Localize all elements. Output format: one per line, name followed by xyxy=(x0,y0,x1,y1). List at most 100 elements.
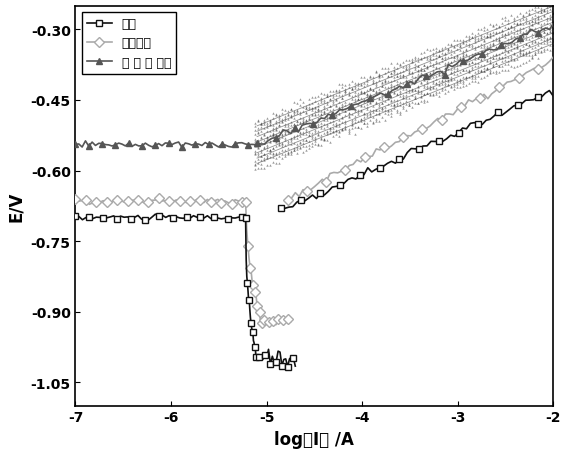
Point xyxy=(414,76,423,83)
Point xyxy=(317,99,326,106)
Point xyxy=(449,62,458,70)
Point xyxy=(287,114,296,121)
Point xyxy=(407,79,416,86)
Point xyxy=(377,83,386,91)
Point xyxy=(254,137,263,144)
Point xyxy=(479,45,488,52)
Point xyxy=(383,107,392,114)
Point xyxy=(452,79,461,86)
Point xyxy=(498,63,507,70)
Point xyxy=(266,138,275,145)
Point xyxy=(419,97,428,104)
Point xyxy=(495,37,504,44)
Point xyxy=(314,132,323,140)
Point xyxy=(516,62,525,69)
Point xyxy=(287,119,296,126)
Point xyxy=(317,123,326,130)
Point xyxy=(488,63,498,71)
Point xyxy=(305,145,314,152)
Point xyxy=(368,114,377,121)
Point xyxy=(320,109,329,116)
Point xyxy=(398,105,407,112)
Point xyxy=(416,88,425,96)
Point xyxy=(371,107,380,114)
Point xyxy=(482,57,491,65)
Point xyxy=(537,34,546,41)
Point xyxy=(519,16,528,24)
Point xyxy=(507,40,516,47)
Point xyxy=(440,82,449,90)
Point xyxy=(465,34,474,41)
Point xyxy=(356,88,365,96)
Point xyxy=(269,131,278,139)
Point xyxy=(353,109,362,116)
Point xyxy=(296,119,305,126)
Point xyxy=(377,73,386,80)
Point xyxy=(491,60,500,67)
Point xyxy=(504,48,513,55)
Point xyxy=(314,108,323,116)
Point xyxy=(344,128,353,136)
Point xyxy=(452,60,461,67)
Point xyxy=(254,165,263,172)
Point xyxy=(287,106,296,113)
Point xyxy=(302,131,311,139)
Point xyxy=(266,132,275,139)
Point xyxy=(446,83,456,90)
Point xyxy=(440,66,449,73)
Point xyxy=(446,70,456,77)
Point xyxy=(404,62,414,69)
Point xyxy=(537,25,546,32)
Point xyxy=(516,36,525,43)
Point xyxy=(425,92,435,99)
Point xyxy=(302,137,311,145)
Point xyxy=(534,27,543,35)
Point xyxy=(521,30,531,37)
Point xyxy=(495,29,504,36)
Point xyxy=(435,48,444,55)
Point xyxy=(374,96,383,103)
Point xyxy=(521,37,531,44)
Point xyxy=(262,136,272,143)
Point xyxy=(383,84,392,91)
Point xyxy=(449,83,458,90)
Point xyxy=(362,98,371,105)
Point xyxy=(422,65,431,72)
Point xyxy=(362,111,371,118)
Point xyxy=(431,80,440,87)
Point xyxy=(528,40,537,48)
Point xyxy=(446,84,456,91)
Point xyxy=(262,134,272,141)
Point xyxy=(465,74,474,81)
Point xyxy=(359,83,368,91)
Point xyxy=(326,104,335,111)
Point xyxy=(419,100,428,107)
Point xyxy=(398,101,407,108)
Point xyxy=(543,36,552,44)
Point xyxy=(350,98,359,105)
Point xyxy=(296,109,305,116)
Point xyxy=(416,67,425,74)
Point xyxy=(338,103,347,111)
Point xyxy=(467,78,477,85)
Point xyxy=(362,120,371,127)
Point xyxy=(549,25,558,33)
Point xyxy=(338,101,347,108)
Point xyxy=(419,67,428,75)
Point xyxy=(428,52,437,60)
Point xyxy=(479,39,488,46)
Point xyxy=(470,55,479,62)
Point xyxy=(266,119,275,126)
Point xyxy=(272,160,281,167)
Point xyxy=(329,110,338,117)
Point xyxy=(428,84,437,91)
Point xyxy=(540,35,549,42)
Point xyxy=(362,91,371,98)
Point xyxy=(374,72,383,80)
Point xyxy=(290,115,299,122)
Point xyxy=(290,147,299,154)
Point xyxy=(407,92,416,99)
Point xyxy=(338,81,347,89)
Point xyxy=(537,40,546,48)
Point xyxy=(404,67,414,74)
